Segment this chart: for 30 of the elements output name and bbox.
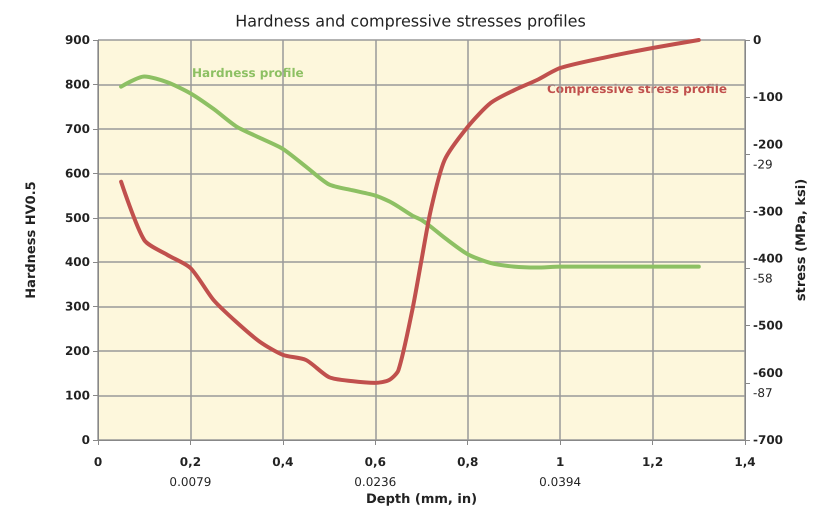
y-tick-label: 200 — [64, 344, 90, 358]
y2-tick-label: -100 — [753, 90, 784, 104]
y-tick-label: 600 — [64, 166, 90, 180]
y-tick-label: 300 — [64, 300, 90, 314]
chart-title: Hardness and compressive stresses profiles — [235, 12, 586, 30]
y-tick-label: 0 — [82, 433, 90, 447]
y-axis-title: Hardness HV0.5 — [24, 181, 39, 299]
y2-tick-label: -600 -87 — [753, 366, 784, 400]
x-axis-title: Depth (mm, in) — [366, 492, 478, 507]
y-tick-label: 500 — [64, 210, 90, 225]
y2-tick-label: -200 -29 — [753, 137, 784, 172]
x-tick-label: 0,4 — [272, 455, 294, 469]
y-tick-label: 100 — [64, 388, 90, 403]
y2-tick-label: -300 — [753, 204, 784, 218]
y2-tick-label: -400 -58 — [753, 252, 784, 286]
x-tick-label: 1,4 — [734, 455, 756, 469]
x-tick-label: 1,2 — [642, 455, 664, 469]
y-tick-label: 400 — [64, 255, 90, 270]
y2-tick-label: -500 — [753, 318, 784, 333]
x-tick-label: 0,8 — [457, 455, 478, 469]
x-tick-label: 1 0.0394 — [539, 455, 582, 489]
y-tick-label: 900 — [64, 33, 90, 47]
y2-axis-title: stress (MPa, ksi) — [794, 178, 809, 302]
y2-tick-label: -700 — [753, 433, 784, 447]
y-tick-label: 700 — [64, 122, 90, 136]
x-tick-label: 0,6 0.0236 — [354, 455, 396, 489]
x-tick-label: 0 — [94, 455, 102, 469]
y2-tick-label: 0 — [753, 33, 762, 47]
y-tick-label: 800 — [64, 77, 90, 92]
x-tick-label: 0,2 0.0079 — [169, 455, 212, 489]
